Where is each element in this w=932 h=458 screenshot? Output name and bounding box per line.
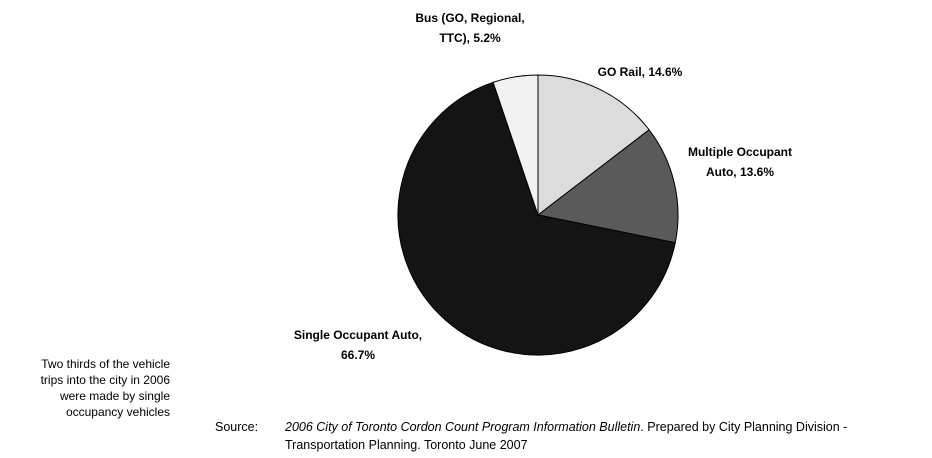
slice-label: Multiple Occupant Auto, 13.6% (688, 142, 793, 182)
category-label: GO Rail, (597, 65, 645, 79)
slice-label: Bus (GO, Regional, TTC), 5.2% (415, 8, 525, 48)
value-label: 5.2% (473, 31, 501, 45)
source-text: 2006 City of Toronto Cordon Count Progra… (285, 418, 930, 454)
source-label: Source: (215, 420, 259, 434)
source-rest: . Prepared by City Planning Division - T… (285, 420, 848, 452)
source-title: 2006 City of Toronto Cordon Count Progra… (285, 420, 641, 434)
category-label: Bus (GO, Regional, TTC), (415, 11, 525, 45)
slice-label: Single Occupant Auto, 66.7% (288, 325, 428, 365)
slice-label: GO Rail, 14.6% (560, 62, 720, 82)
pie-slice (397, 81, 676, 356)
category-label: Single Occupant Auto, (293, 328, 423, 342)
pie-slice (536, 129, 679, 244)
category-label: Multiple Occupant Auto, (687, 145, 792, 179)
pie-slice (492, 74, 539, 216)
value-label: 14.6% (648, 65, 683, 79)
source: Source: 2006 City of Toronto Cordon Coun… (215, 418, 930, 454)
side-note: Two thirds of the vehicle trips into the… (40, 357, 170, 419)
value-label: 66.7% (340, 348, 376, 362)
pie-slice (537, 74, 650, 217)
value-label: 13.6% (739, 165, 775, 179)
